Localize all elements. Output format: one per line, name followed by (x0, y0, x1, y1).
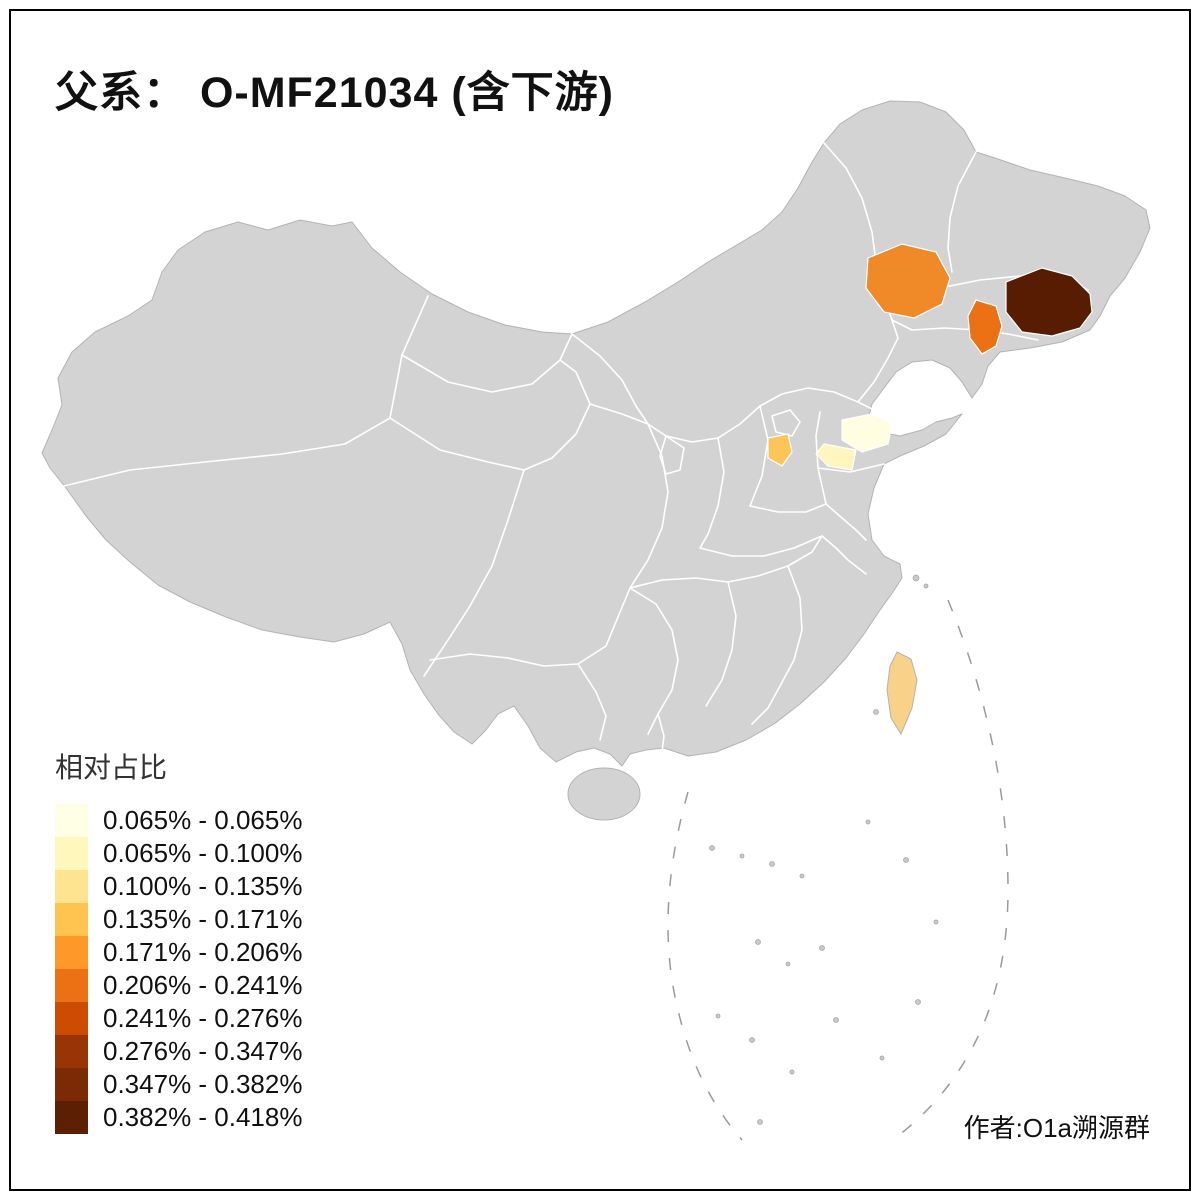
legend-row: 0.171% - 0.206% (55, 936, 302, 969)
island-dot (903, 857, 909, 863)
island-dot (912, 574, 920, 582)
province-border (699, 533, 823, 557)
legend-label: 0.065% - 0.065% (103, 805, 303, 835)
province-border (429, 587, 631, 667)
legend-label: 0.100% - 0.135% (103, 871, 303, 901)
island-dot (923, 583, 929, 589)
province-border (659, 435, 685, 475)
province-border (749, 405, 769, 507)
mainland-china-outline (41, 100, 1151, 767)
nine-dash-line (667, 599, 1009, 1143)
island-dot (785, 961, 791, 967)
map-region-ne-coastal (967, 299, 1003, 355)
map-region-ne-dark (1005, 267, 1093, 337)
province-border (577, 663, 607, 741)
island-dot (799, 873, 805, 879)
legend-row: 0.382% - 0.418% (55, 1101, 302, 1134)
legend-label: 0.382% - 0.418% (103, 1102, 303, 1132)
legend-swatch (55, 870, 88, 903)
province-border (947, 151, 977, 273)
province-border (857, 319, 899, 403)
province-border (817, 463, 885, 473)
map-region-shandong-1 (841, 413, 893, 453)
island-dot (879, 1055, 885, 1061)
province-border (629, 423, 669, 589)
legend-entries: 0.065% - 0.065% 0.065% - 0.100% 0.100% - 0… (55, 804, 302, 1134)
legend-swatch (55, 1068, 88, 1101)
legend-swatch (55, 1002, 88, 1035)
nine-dash-line-west (667, 791, 743, 1141)
legend-row: 0.276% - 0.347% (55, 1035, 302, 1068)
province-border (779, 565, 803, 687)
island-dot (709, 845, 715, 851)
legend-label: 0.347% - 0.382% (103, 1069, 303, 1099)
legend-swatch (55, 1101, 88, 1134)
legend-row: 0.065% - 0.065% (55, 804, 302, 837)
island-dot (739, 853, 745, 859)
province-border (523, 359, 591, 471)
legend-label: 0.276% - 0.347% (103, 1036, 303, 1066)
province-border (825, 503, 867, 541)
province-border (589, 403, 649, 425)
island-dot (933, 919, 939, 925)
south-china-sea-islands (709, 574, 939, 1125)
province-border (749, 503, 827, 513)
province-border (821, 535, 867, 575)
nine-dash-line-east (889, 599, 1009, 1143)
province-border (657, 713, 665, 753)
province-border (401, 333, 573, 393)
legend-swatch (55, 903, 88, 936)
province-border (63, 295, 429, 487)
legend-swatch (55, 837, 88, 870)
legend-label: 0.065% - 0.100% (103, 838, 303, 868)
map-region-bohai-small (767, 433, 793, 467)
legend: 相对占比 0.065% - 0.065% 0.065% - 0.100% 0.100… (55, 746, 302, 1134)
legend-swatch (55, 936, 88, 969)
map-title: 父系： O-MF21034 (含下游) (55, 69, 614, 117)
highlighted-regions (767, 243, 1093, 471)
island-dot (715, 1013, 721, 1019)
province-border (389, 417, 525, 471)
island-dot (873, 709, 879, 715)
legend-swatch (55, 1035, 88, 1068)
legend-row: 0.065% - 0.100% (55, 837, 302, 870)
legend-label: 0.171% - 0.206% (103, 937, 303, 967)
island-dot (819, 945, 825, 951)
legend-swatch (55, 804, 88, 837)
province-border (629, 535, 823, 589)
map-region-ne-inland (865, 243, 951, 319)
legend-title: 相对占比 (55, 752, 168, 783)
island-dot (755, 939, 761, 945)
island-dot (769, 861, 775, 867)
island-dot (865, 819, 871, 825)
island-dot (915, 999, 921, 1005)
legend-row: 0.347% - 0.382% (55, 1068, 302, 1101)
island-dot (757, 1119, 763, 1125)
province-border (891, 319, 1039, 341)
province-border (771, 409, 801, 437)
legend-row: 0.135% - 0.171% (55, 903, 302, 936)
province-border (751, 685, 781, 725)
map-region-shandong-2 (815, 443, 857, 471)
island-dot (749, 1037, 755, 1043)
legend-row: 0.206% - 0.241% (55, 969, 302, 1002)
legend-label: 0.241% - 0.276% (103, 1003, 303, 1033)
province-border (423, 469, 525, 677)
island-dot (833, 1017, 839, 1023)
province-border (707, 437, 725, 535)
legend-row: 0.100% - 0.135% (55, 870, 302, 903)
island-dot (789, 1069, 795, 1075)
map-region-taiwan (886, 651, 918, 736)
legend-row: 0.241% - 0.276% (55, 1002, 302, 1035)
province-border (705, 581, 737, 707)
legend-label: 0.206% - 0.241% (103, 970, 303, 1000)
hainan-island (567, 767, 641, 821)
legend-swatch (55, 969, 88, 1002)
legend-label: 0.135% - 0.171% (103, 904, 303, 934)
attribution: 作者:O1a溯源群 (963, 1113, 1150, 1143)
